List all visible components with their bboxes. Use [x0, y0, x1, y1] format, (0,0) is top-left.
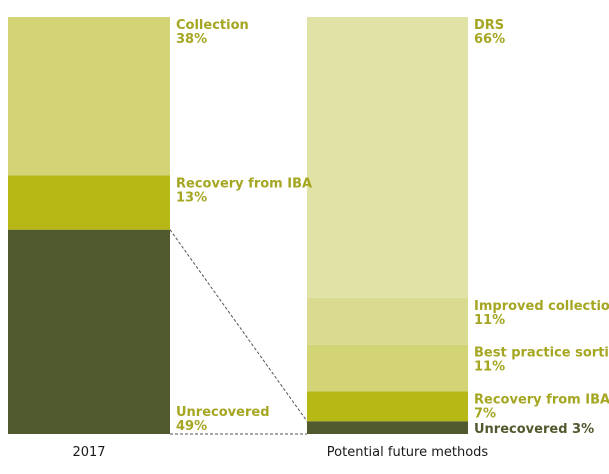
category-labels: 2017 Potential future methods	[72, 445, 488, 460]
segment-labels: Unrecovered 49% Recovery from IBA 13% Collec…	[176, 18, 609, 437]
bar-segment-potential-future-methods-best-practice-sorting	[307, 344, 468, 392]
segment-label-2017-collection: Collection 38%	[176, 18, 249, 47]
bar-segment-potential-future-methods-recovery-from-iba	[307, 391, 468, 422]
bar-segment-potential-future-methods-drs	[307, 17, 468, 298]
connector-lines	[169, 229, 308, 435]
bars	[8, 17, 468, 434]
segment-label-potential-future-methods-drs: DRS 66%	[474, 18, 505, 47]
segment-label-potential-future-methods-recovery-from-iba: Recovery from IBA 7%	[474, 392, 609, 421]
bar-segment-potential-future-methods-unrecovered	[307, 421, 468, 434]
connector-line-top	[169, 229, 308, 422]
segment-label-2017-unrecovered: Unrecovered 49%	[176, 405, 270, 434]
bar-segment-2017-unrecovered	[8, 229, 170, 434]
category-label-potential-future-methods: Potential future methods	[327, 445, 489, 460]
bar-segment-potential-future-methods-improved-collection	[307, 297, 468, 345]
category-label-2017: 2017	[72, 445, 105, 460]
segment-label-potential-future-methods-best-practice-sorting: Best practice sorting11%	[474, 346, 609, 375]
segment-label-potential-future-methods-improved-collection: Improved collection 11%	[474, 299, 609, 328]
segment-label-2017-recovery-from-iba: Recovery from IBA 13%	[176, 176, 312, 205]
bar-segment-2017-recovery-from-iba	[8, 175, 170, 230]
segment-label-potential-future-methods-unrecovered: Unrecovered 3%	[474, 422, 594, 437]
bar-segment-2017-collection	[8, 17, 170, 176]
